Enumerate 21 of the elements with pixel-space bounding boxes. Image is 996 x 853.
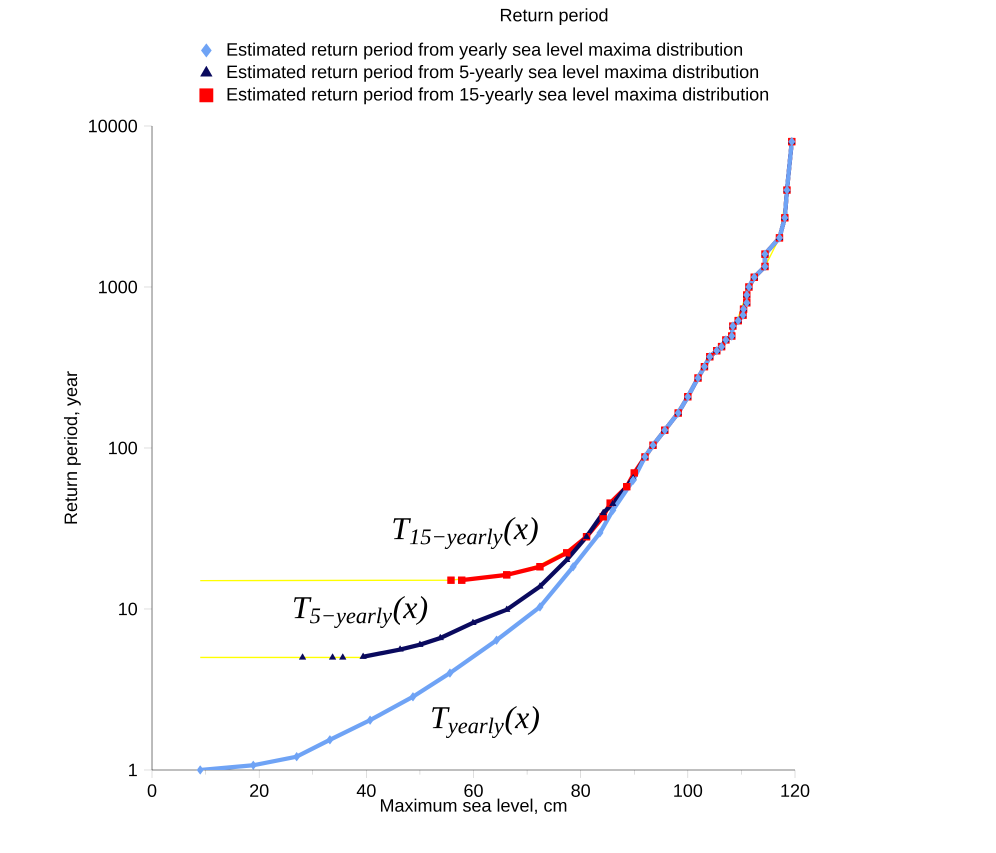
x-tick-label: 0 bbox=[148, 784, 156, 797]
y-tick-label: 10000 bbox=[89, 120, 138, 132]
y-axis-title: Return period, year bbox=[64, 371, 81, 524]
legend-label: Estimated return period from 15-yearly sea level maxima distribution bbox=[228, 87, 768, 104]
y-tick-label: 1000 bbox=[99, 280, 138, 294]
legend-title: Return period bbox=[500, 8, 608, 26]
x-tick-label: 20 bbox=[250, 784, 268, 797]
legend-label: Estimated return period from yearly sea level maxima distribution bbox=[228, 42, 742, 60]
y-tick-label: 100 bbox=[109, 442, 138, 454]
annotation: T$_{yearly}$(x) bbox=[432, 706, 539, 738]
annotation: T$_{15−yearly}$(x) bbox=[393, 516, 538, 549]
y-tick-label: 1 bbox=[129, 764, 137, 776]
x-tick-label: 60 bbox=[464, 784, 483, 797]
x-tick-label: 100 bbox=[674, 784, 702, 797]
y-tick-label: 10 bbox=[119, 602, 138, 616]
annotation: T$_{5−yearly}$(x) bbox=[294, 596, 428, 628]
x-tick-label: 120 bbox=[781, 784, 810, 797]
legend-label: Estimated return period from 5-yearly sea level maxima distribution bbox=[228, 65, 758, 82]
x-tick-label: 80 bbox=[571, 784, 590, 797]
x-tick-label: 40 bbox=[356, 784, 376, 797]
x-axis-title: Maximum sea level, cm bbox=[380, 798, 566, 814]
